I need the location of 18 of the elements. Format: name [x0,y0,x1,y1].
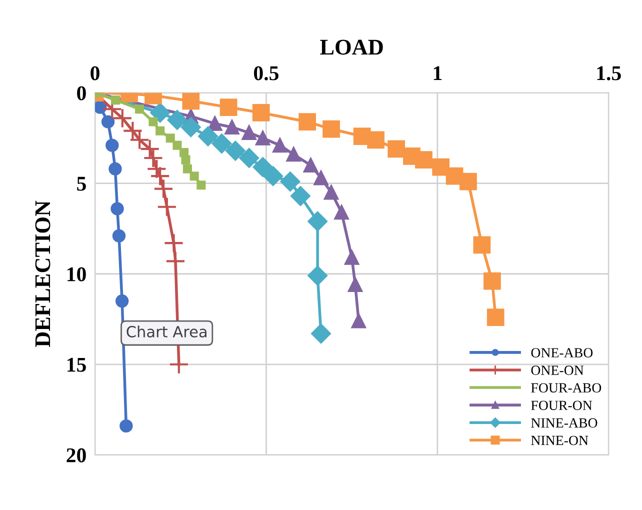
legend-label: NINE-ABO [531,418,598,428]
legend-label: ONE-ON [531,366,584,375]
x-tick-label: 0.5 [254,66,278,80]
y-tick-label: 20 [66,448,86,462]
y-tick-label: 5 [77,176,86,191]
x-tick-label: 1.5 [597,66,621,80]
x-axis-title: LOAD [320,40,383,55]
y-tick-label: 10 [68,267,86,282]
legend-label: ONE-ABO [531,348,593,358]
y-tick-label: 0 [77,86,86,100]
legend-label: FOUR-ON [531,400,592,410]
legend-label: FOUR-ABO [531,383,602,393]
x-tick-label: 1 [434,66,442,80]
legend-label: NINE-ON [531,436,588,446]
annotation: Chart Area [126,326,206,338]
x-tick-label: 0 [90,66,100,80]
y-tick-label: 15 [68,358,86,372]
y-axis-title: DEFLECTION [35,200,50,347]
